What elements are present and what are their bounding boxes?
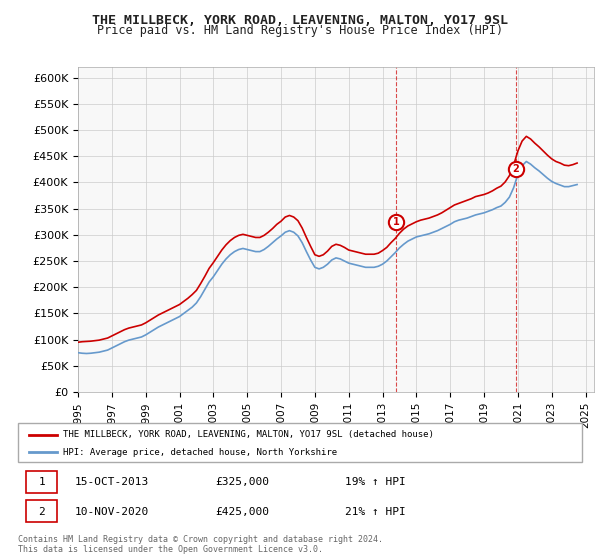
Text: 1: 1	[392, 217, 399, 227]
Text: Price paid vs. HM Land Registry's House Price Index (HPI): Price paid vs. HM Land Registry's House …	[97, 24, 503, 37]
Text: 10-NOV-2020: 10-NOV-2020	[74, 507, 149, 517]
Text: £425,000: £425,000	[215, 507, 269, 517]
Text: 2: 2	[38, 507, 45, 517]
Text: 2: 2	[512, 164, 519, 174]
Text: 19% ↑ HPI: 19% ↑ HPI	[345, 477, 406, 487]
Text: HPI: Average price, detached house, North Yorkshire: HPI: Average price, detached house, Nort…	[63, 447, 337, 457]
Text: Contains HM Land Registry data © Crown copyright and database right 2024.
This d: Contains HM Land Registry data © Crown c…	[18, 535, 383, 554]
Text: THE MILLBECK, YORK ROAD, LEAVENING, MALTON, YO17 9SL (detached house): THE MILLBECK, YORK ROAD, LEAVENING, MALT…	[63, 430, 434, 439]
FancyBboxPatch shape	[26, 500, 58, 522]
Text: £325,000: £325,000	[215, 477, 269, 487]
FancyBboxPatch shape	[26, 470, 58, 493]
Text: 1: 1	[38, 477, 45, 487]
FancyBboxPatch shape	[18, 423, 582, 462]
Text: 15-OCT-2013: 15-OCT-2013	[74, 477, 149, 487]
Text: THE MILLBECK, YORK ROAD, LEAVENING, MALTON, YO17 9SL: THE MILLBECK, YORK ROAD, LEAVENING, MALT…	[92, 14, 508, 27]
Text: 21% ↑ HPI: 21% ↑ HPI	[345, 507, 406, 517]
